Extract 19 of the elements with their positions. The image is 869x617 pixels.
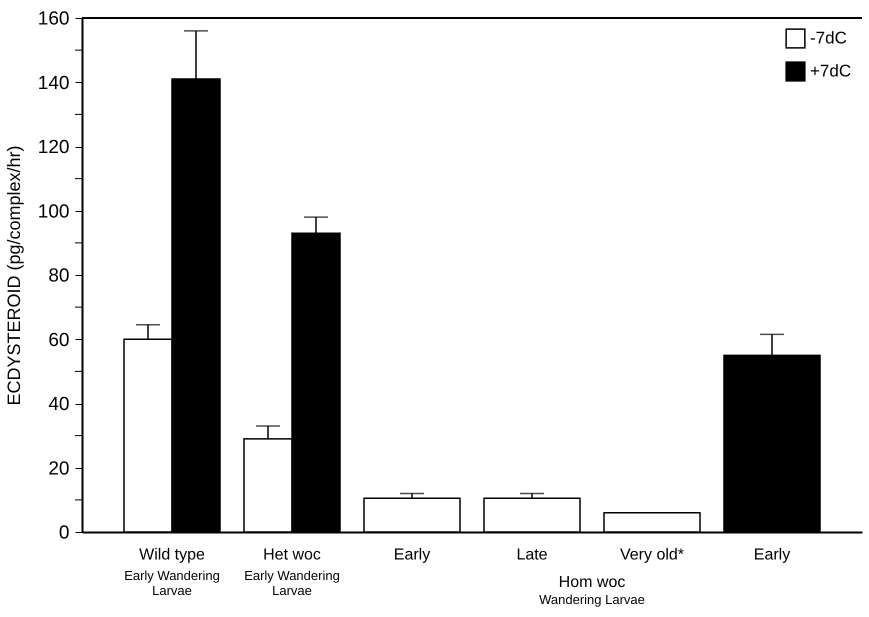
y-axis-title: ECDYSTEROID (pg/complex/hr) <box>4 145 24 406</box>
legend-label: +7dC <box>810 62 852 80</box>
legend-label: -7dC <box>810 28 847 48</box>
x-tick-label: Early <box>394 546 430 564</box>
y-tick-label: 80 <box>48 266 70 286</box>
y-tick-label: 140 <box>38 72 70 94</box>
category-label: Wild type Early Wandering Larvae <box>124 546 220 598</box>
y-tick-label: 120 <box>38 137 70 158</box>
y-tick-label: 60 <box>48 330 70 351</box>
y-tick-label: 0 <box>58 522 70 544</box>
x-tick-label: Very old* <box>620 546 684 564</box>
y-tick-label: 160 <box>38 8 70 30</box>
y-tick-label: 40 <box>48 394 70 415</box>
text: Hom woc Wandering Larvae <box>539 574 645 607</box>
x-tick-label: Early <box>754 546 790 564</box>
y-tick-label: 20 <box>48 458 70 480</box>
y-tick-label: 100 <box>38 201 70 222</box>
category-label: Het woc Early Wandering Larvae <box>244 546 340 598</box>
x-tick-label: Late <box>516 546 548 564</box>
